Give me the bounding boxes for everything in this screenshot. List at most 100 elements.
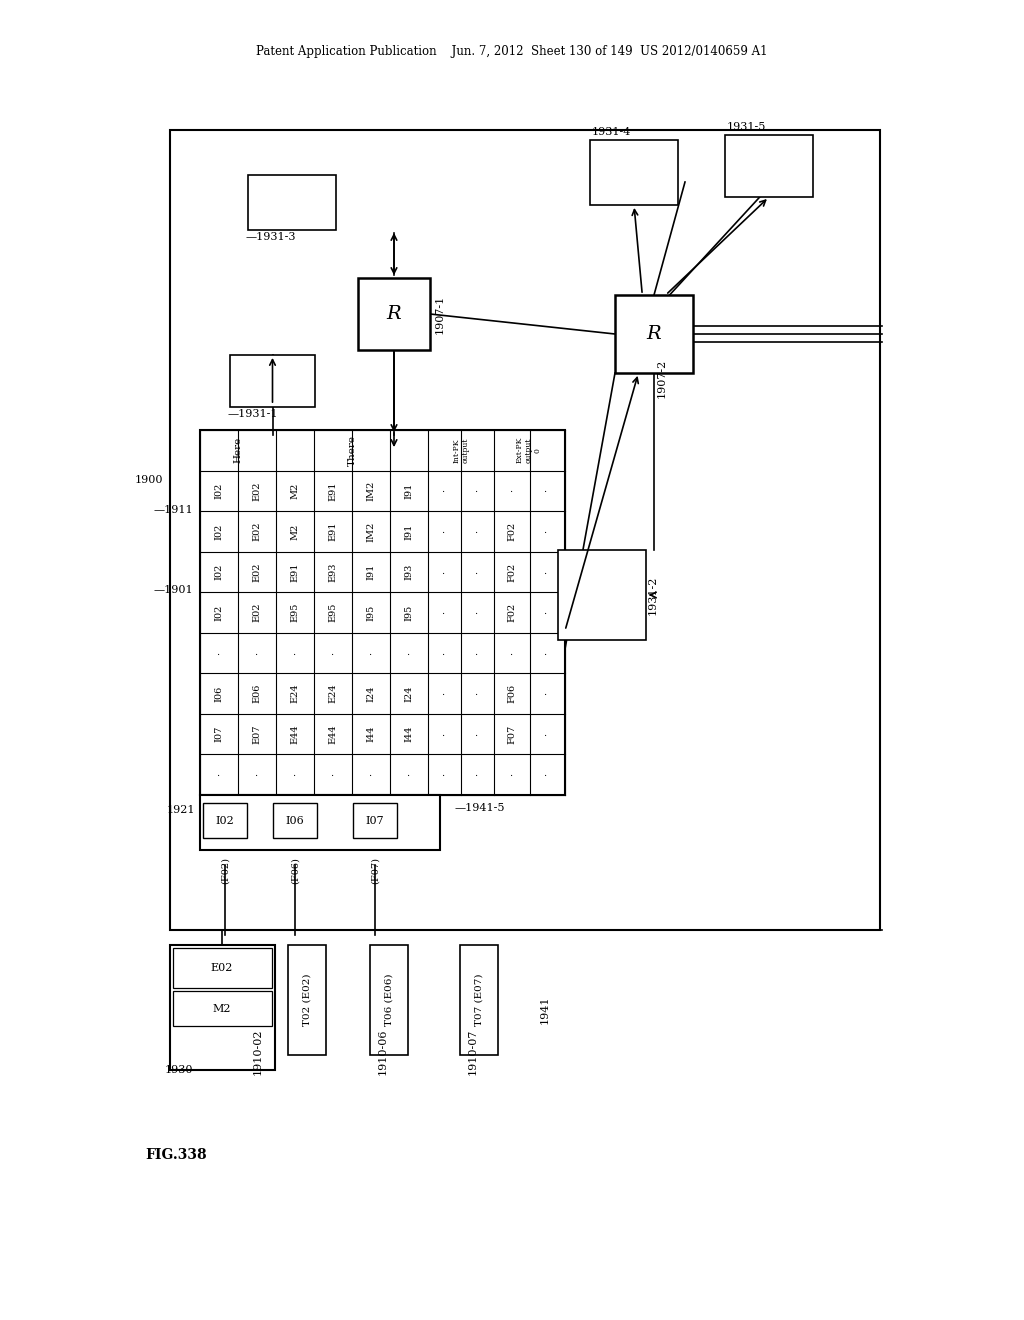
Text: E91: E91 bbox=[291, 562, 299, 582]
Text: T06 (E06): T06 (E06) bbox=[384, 974, 393, 1026]
Text: 1930: 1930 bbox=[165, 1065, 194, 1074]
Text: There: There bbox=[347, 434, 356, 466]
Bar bbox=[230, 355, 315, 407]
Text: ·: · bbox=[508, 652, 516, 655]
Text: I07: I07 bbox=[366, 816, 384, 826]
Text: M2: M2 bbox=[291, 523, 299, 540]
Text: ·: · bbox=[542, 570, 551, 573]
Bar bbox=[170, 129, 880, 931]
Text: 1931-2: 1931-2 bbox=[648, 576, 658, 615]
Text: I24: I24 bbox=[367, 685, 376, 702]
Bar bbox=[203, 803, 247, 838]
Text: ·: · bbox=[214, 774, 223, 776]
Text: 1921: 1921 bbox=[167, 805, 195, 814]
Text: E24: E24 bbox=[291, 684, 299, 704]
Text: ·: · bbox=[404, 774, 414, 776]
Text: I95: I95 bbox=[404, 605, 414, 620]
Text: ·: · bbox=[542, 774, 551, 776]
Bar bbox=[370, 945, 408, 1055]
Text: —1931-1: —1931-1 bbox=[228, 409, 279, 418]
Text: I44: I44 bbox=[404, 726, 414, 742]
Text: ·: · bbox=[253, 652, 261, 655]
Text: ·: · bbox=[542, 611, 551, 614]
Text: ·: · bbox=[404, 652, 414, 655]
Text: F06: F06 bbox=[508, 684, 516, 704]
Text: I95: I95 bbox=[367, 605, 376, 620]
Text: Int-PK
output: Int-PK output bbox=[453, 438, 470, 463]
Text: I06: I06 bbox=[214, 685, 223, 702]
Text: 1931-4: 1931-4 bbox=[592, 127, 632, 137]
Text: Ext-PK
output
0: Ext-PK output 0 bbox=[515, 437, 542, 463]
Text: T02 (E02): T02 (E02) bbox=[302, 974, 311, 1026]
Text: ·: · bbox=[440, 774, 449, 776]
Bar bbox=[170, 945, 275, 1071]
Text: ·: · bbox=[367, 774, 376, 776]
Text: 1910-06: 1910-06 bbox=[378, 1028, 388, 1074]
Text: ·: · bbox=[440, 692, 449, 696]
Text: E91: E91 bbox=[329, 480, 338, 500]
Text: I91: I91 bbox=[404, 523, 414, 540]
Text: E24: E24 bbox=[329, 684, 338, 704]
Text: E44: E44 bbox=[291, 725, 299, 744]
Text: I02: I02 bbox=[214, 483, 223, 499]
Text: —1931-3: —1931-3 bbox=[246, 232, 297, 242]
Text: 1900: 1900 bbox=[134, 475, 163, 484]
Text: IM2: IM2 bbox=[367, 480, 376, 502]
Text: ·: · bbox=[473, 490, 482, 492]
Text: ·: · bbox=[440, 611, 449, 614]
Text: ·: · bbox=[214, 652, 223, 655]
Text: ·: · bbox=[542, 652, 551, 655]
Text: I91: I91 bbox=[367, 564, 376, 579]
Text: E06: E06 bbox=[253, 684, 261, 704]
Text: FIG.338: FIG.338 bbox=[145, 1148, 207, 1162]
Text: IM2: IM2 bbox=[367, 521, 376, 541]
Text: T07 (E07): T07 (E07) bbox=[474, 974, 483, 1026]
Bar bbox=[248, 176, 336, 230]
Text: ·: · bbox=[508, 490, 516, 492]
Text: F02: F02 bbox=[508, 521, 516, 541]
Text: ·: · bbox=[473, 529, 482, 533]
Bar bbox=[358, 279, 430, 350]
Text: E95: E95 bbox=[329, 603, 338, 622]
Bar bbox=[353, 803, 397, 838]
Text: I06: I06 bbox=[286, 816, 304, 826]
Text: ·: · bbox=[291, 652, 299, 655]
Bar bbox=[200, 430, 565, 795]
Text: ·: · bbox=[473, 611, 482, 614]
Text: ·: · bbox=[473, 733, 482, 735]
Text: ·: · bbox=[329, 652, 338, 655]
Bar bbox=[460, 945, 498, 1055]
Text: E95: E95 bbox=[291, 603, 299, 622]
Text: ·: · bbox=[542, 529, 551, 533]
Text: Here: Here bbox=[233, 437, 243, 463]
Text: 1941: 1941 bbox=[540, 995, 550, 1024]
Text: (F07): (F07) bbox=[371, 857, 380, 884]
Text: E44: E44 bbox=[329, 725, 338, 744]
Bar bbox=[173, 991, 272, 1026]
Bar bbox=[590, 140, 678, 205]
Text: ·: · bbox=[542, 490, 551, 492]
Text: 1931-5: 1931-5 bbox=[727, 121, 766, 132]
Text: M2: M2 bbox=[213, 1005, 231, 1014]
Text: ·: · bbox=[542, 692, 551, 696]
Text: Patent Application Publication    Jun. 7, 2012  Sheet 130 of 149  US 2012/014065: Patent Application Publication Jun. 7, 2… bbox=[256, 45, 768, 58]
Text: (F06): (F06) bbox=[291, 857, 299, 884]
Text: ·: · bbox=[367, 652, 376, 655]
Text: ·: · bbox=[473, 774, 482, 776]
Text: ·: · bbox=[473, 652, 482, 655]
Text: I93: I93 bbox=[404, 564, 414, 579]
Text: ·: · bbox=[473, 692, 482, 696]
Text: I91: I91 bbox=[404, 483, 414, 499]
Text: —1911: —1911 bbox=[154, 506, 193, 515]
Text: R: R bbox=[647, 325, 662, 343]
Text: I02: I02 bbox=[214, 564, 223, 579]
Bar bbox=[615, 294, 693, 374]
Text: ·: · bbox=[440, 529, 449, 533]
Text: F02: F02 bbox=[508, 603, 516, 622]
Text: E02: E02 bbox=[211, 964, 233, 973]
Text: ·: · bbox=[253, 774, 261, 776]
Text: E07: E07 bbox=[253, 725, 261, 744]
Text: E02: E02 bbox=[253, 480, 261, 500]
Text: I02: I02 bbox=[214, 605, 223, 620]
Text: —1901: —1901 bbox=[154, 585, 193, 595]
